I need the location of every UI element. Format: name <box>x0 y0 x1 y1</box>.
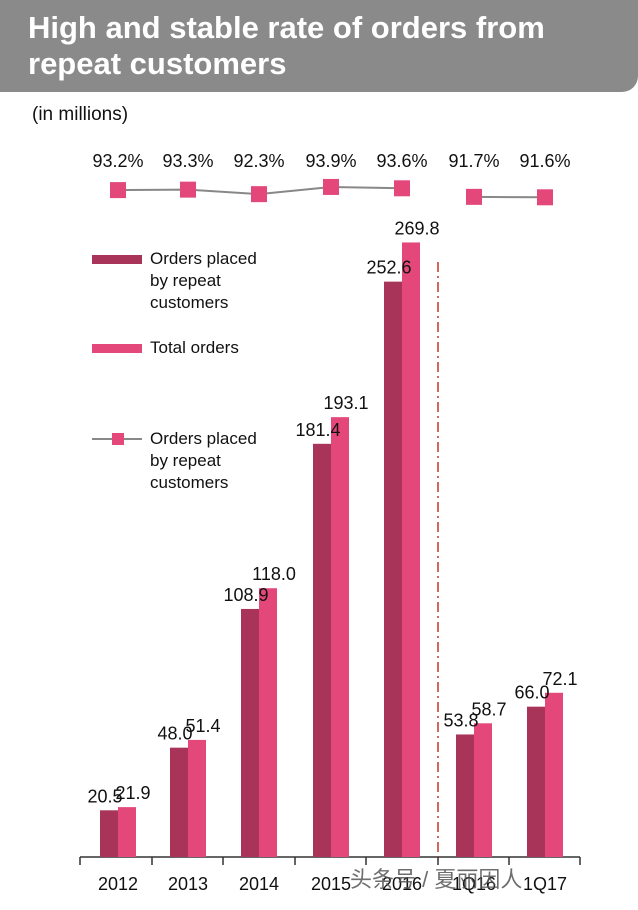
x-tick-label: 1Q16 <box>452 874 496 894</box>
data-label-total: 118.0 <box>252 564 296 584</box>
rate-label: 92.3% <box>233 151 284 171</box>
legend-swatch-repeat <box>92 255 142 264</box>
data-label-repeat: 20.5 <box>87 786 122 806</box>
units-label: (in millions) <box>32 104 129 125</box>
rate-marker <box>180 181 196 198</box>
rate-label: 93.2% <box>92 151 143 171</box>
x-tick-label: 2012 <box>98 874 138 894</box>
legend-label-rate: Orders placed by repeat customers <box>150 429 257 492</box>
data-label-total: 51.4 <box>185 716 220 736</box>
bar-total-orders <box>188 739 206 857</box>
bar-total-orders <box>331 417 349 857</box>
data-label-repeat: 252.6 <box>366 258 411 278</box>
x-tick-label: 2014 <box>239 874 279 894</box>
rate-marker <box>394 180 410 197</box>
bar-total-orders <box>402 242 420 857</box>
bar-repeat-orders <box>456 734 474 857</box>
bar-repeat-orders <box>527 706 545 857</box>
rate-label: 93.9% <box>305 151 356 171</box>
data-label-repeat: 181.4 <box>295 420 340 440</box>
x-tick-label: 2015 <box>311 874 351 894</box>
bar-total-orders <box>474 723 492 857</box>
x-tick-label: 2013 <box>168 874 208 894</box>
legend-label-repeat: Orders placed by repeat customers <box>150 249 257 312</box>
rate-marker <box>466 188 482 205</box>
data-label-total: 72.1 <box>542 669 577 689</box>
bar-total-orders <box>259 588 277 857</box>
rate-marker <box>251 186 267 203</box>
rate-marker <box>537 189 553 206</box>
rate-label: 91.7% <box>448 151 499 171</box>
legend-line-marker-icon <box>92 433 142 445</box>
bar-repeat-orders <box>313 443 331 857</box>
title-bar: High and stable rate of orders from repe… <box>0 0 638 92</box>
data-label-total: 269.8 <box>394 218 439 238</box>
data-label-total: 58.7 <box>471 699 506 719</box>
data-label-total: 21.9 <box>115 783 150 803</box>
data-label-repeat: 108.9 <box>223 585 268 605</box>
rate-label: 93.3% <box>162 151 213 171</box>
legend-label-total: Total orders <box>150 338 239 357</box>
rate-marker <box>323 178 339 195</box>
x-tick-label: 1Q17 <box>523 874 567 894</box>
data-label-repeat: 53.8 <box>443 710 478 730</box>
watermark-text: 头条号 / 夏丽因人 <box>350 867 523 892</box>
data-label-repeat: 48.0 <box>157 724 192 744</box>
legend-swatch-total <box>92 344 142 353</box>
x-tick-label: 2016 <box>382 874 422 894</box>
data-label-total: 193.1 <box>323 393 368 413</box>
rate-marker <box>110 182 126 199</box>
rate-label: 93.6% <box>376 151 427 171</box>
bar-repeat-orders <box>170 747 188 857</box>
chart-title: High and stable rate of orders from repe… <box>28 10 545 81</box>
bar-total-orders <box>545 692 563 857</box>
bar-repeat-orders <box>100 810 118 857</box>
bar-repeat-orders <box>384 281 402 858</box>
data-label-repeat: 66.0 <box>514 683 549 703</box>
bar-total-orders <box>118 807 136 857</box>
bar-repeat-orders <box>241 608 259 857</box>
rate-label: 91.6% <box>519 151 570 171</box>
